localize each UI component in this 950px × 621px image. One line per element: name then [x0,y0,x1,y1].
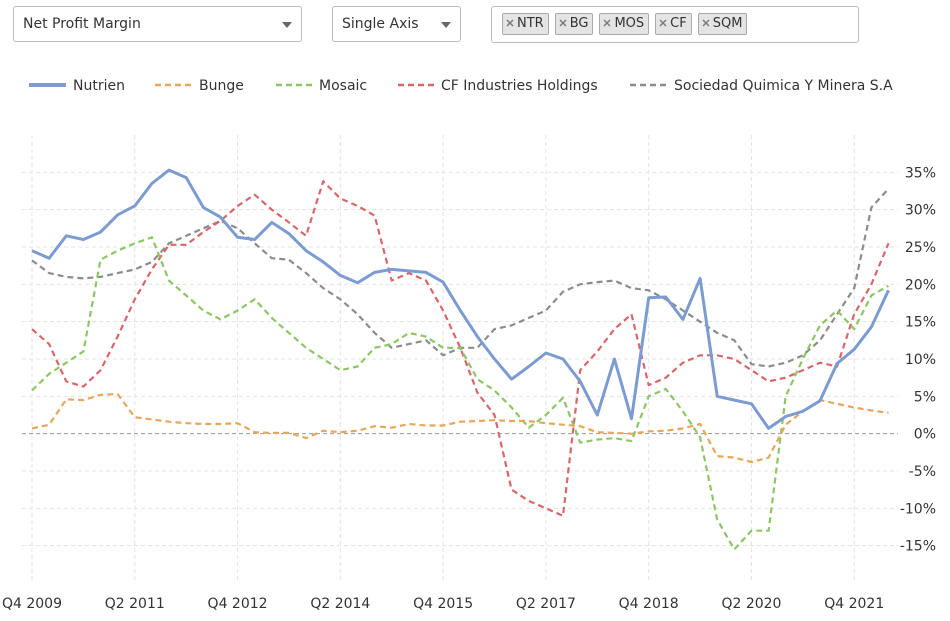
ticker-label: BG [569,16,589,31]
y-tick-label: 35% [905,165,936,181]
ticker-chip[interactable]: MOS [599,13,650,35]
x-tick-label: Q2 2017 [516,596,576,612]
remove-icon[interactable] [659,19,667,27]
series-line [31,168,890,430]
y-tick-label: 30% [905,203,936,219]
x-tick-label: Q4 2009 [2,596,62,612]
y-tick-label: 15% [905,315,936,331]
y-tick-label: 10% [905,352,936,368]
x-tick-label: Q4 2012 [208,596,268,612]
x-tick-label: Q2 2020 [721,596,781,612]
ticker-label: NTR [517,16,544,31]
metric-label: Net Profit Margin [23,16,141,32]
series-line [31,236,890,551]
series-line [31,188,890,368]
dropdown-arrow [282,22,292,28]
remove-icon[interactable] [702,19,710,27]
ticker-label: CF [670,16,687,31]
ticker-chip[interactable]: CF [655,13,692,35]
dropdown-arrow [441,22,451,28]
ticker-chip[interactable]: BG [554,13,594,35]
y-tick-label: -5% [909,464,936,480]
x-tick-label: Q4 2015 [413,596,473,612]
x-tick-label: Q2 2011 [105,596,165,612]
x-tick-label: Q4 2021 [824,596,884,612]
legend-label: CF Industries Holdings [441,78,598,94]
legend-label: Bunge [199,78,244,94]
legend-label: Sociedad Quimica Y Minera S.A [674,78,893,94]
x-tick-label: Q4 2018 [619,596,679,612]
legend-label: Nutrien [73,78,125,94]
y-tick-label: 20% [905,277,936,293]
y-tick-label: 0% [914,427,936,443]
remove-icon[interactable] [506,19,514,27]
ticker-label: SQM [712,16,743,31]
axis-label: Single Axis [342,16,419,32]
y-tick-label: -10% [900,501,936,517]
y-tick-label: 5% [914,389,936,405]
series-line [31,393,889,464]
series-line [31,180,890,517]
axis-dropdown[interactable]: Single Axis [332,6,461,42]
x-tick-label: Q2 2014 [310,596,370,612]
legend-label: Mosaic [319,78,367,94]
ticker-chip[interactable]: SQM [697,13,748,35]
y-tick-label: -15% [900,539,936,555]
ticker-chip[interactable]: NTR [502,13,549,35]
y-tick-label: 25% [905,240,936,256]
ticker-select[interactable]: NTR BG MOS CF SQM [491,6,859,43]
remove-icon[interactable] [603,19,611,27]
ticker-label: MOS [614,16,645,31]
remove-icon[interactable] [559,19,567,27]
metric-dropdown[interactable]: Net Profit Margin [13,6,302,42]
